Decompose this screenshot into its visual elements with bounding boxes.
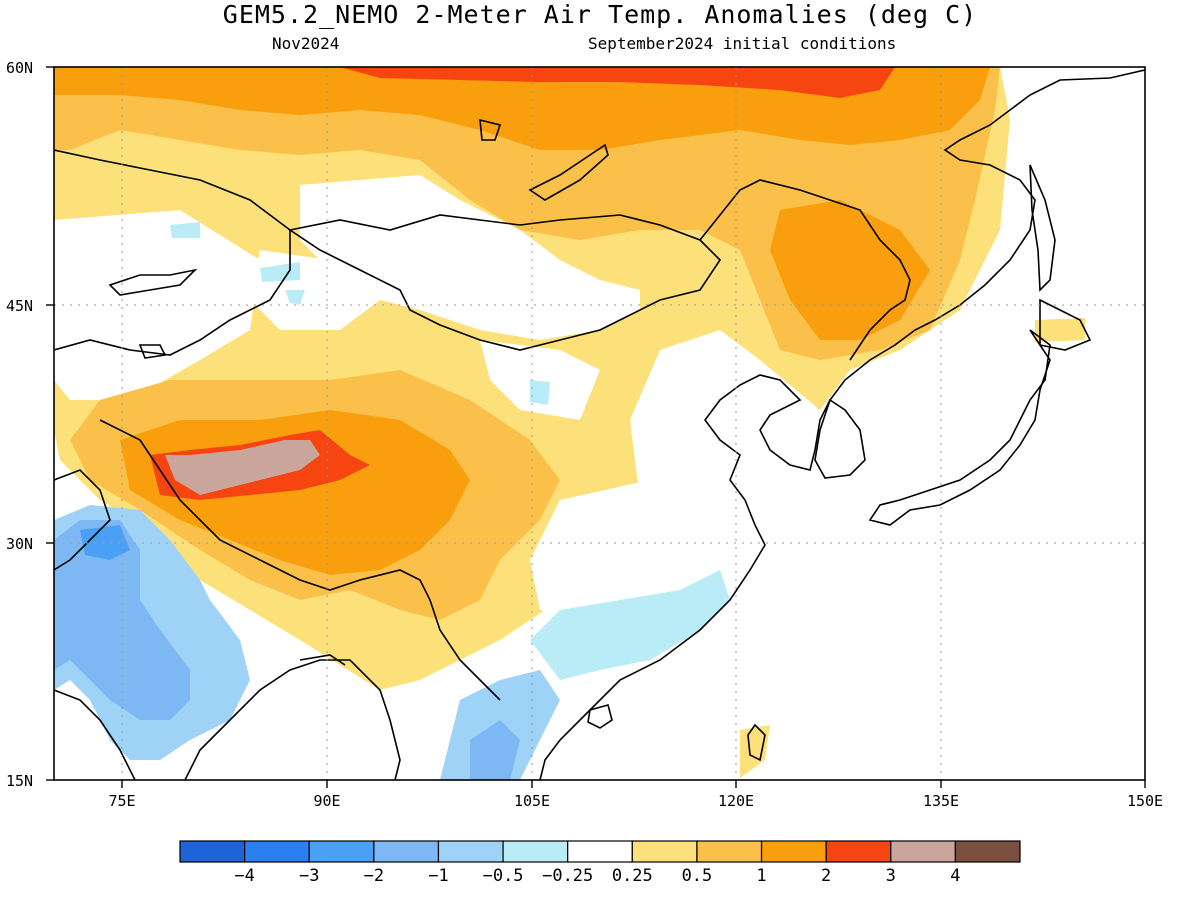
field-cool-indochina-core: [470, 720, 520, 780]
init-conditions-label: September2024 initial conditions: [588, 34, 897, 53]
lon-label: 120E: [718, 792, 754, 810]
colorbar-swatch: [696, 840, 763, 863]
colorbar-label: −1: [428, 866, 448, 886]
lat-label: 30N: [6, 535, 33, 553]
bay-of-bengal-coast: [299, 654, 346, 666]
colorbar-label: −2: [364, 866, 384, 886]
lat-label: 60N: [6, 59, 33, 77]
colorbar-swatch: [825, 840, 892, 863]
lon-label: 105E: [514, 792, 550, 810]
russia-kazakh-border: [54, 149, 291, 231]
field-peak-tibet: [165, 440, 320, 495]
valid-month-label: Nov2024: [272, 34, 340, 53]
aral-lakes: [138, 118, 502, 359]
field-lightorange-north: [54, 67, 1000, 360]
colorbar-label: 2: [821, 866, 831, 886]
india-coastline: [54, 659, 401, 780]
taiwan-coastline: [747, 723, 766, 762]
pakistan-border: [54, 469, 111, 571]
field-white-west: [54, 210, 260, 400]
japan-coastline: [868, 329, 1051, 526]
sakhalin-coastline: [1029, 164, 1056, 292]
colorbar-label: −0.5: [483, 866, 524, 886]
hokkaido-coastline: [1039, 298, 1092, 351]
axis-ticks: [46, 66, 1146, 788]
amur-border: [699, 179, 911, 361]
colorbar-swatch: [373, 840, 440, 863]
map-frame: [53, 66, 1146, 781]
gridlines: [54, 67, 1145, 780]
mongolia-border: [287, 214, 722, 351]
colorbar: −4 −3 −2 −1 −0.5 −0.25 0.25 0.5 1 2 3 4: [179, 840, 1021, 886]
lon-label: 135E: [923, 792, 959, 810]
field-white-central: [480, 340, 600, 420]
lake-baikal: [528, 143, 609, 201]
field-orange-manchuria: [770, 200, 930, 340]
colorbar-swatch: [760, 840, 827, 863]
colorbar-swatch: [890, 840, 956, 863]
colorbar-label: 0.25: [612, 866, 653, 886]
colorbar-swatch: [502, 840, 569, 863]
colorbar-swatch: [567, 840, 633, 863]
korea-coastline: [814, 398, 866, 479]
colorbar-swatch: [437, 840, 504, 863]
lon-label: 90E: [313, 792, 340, 810]
field-white-mongolia: [300, 175, 640, 340]
colorbar-label: −3: [299, 866, 319, 886]
east-asia-coastline: [539, 69, 1145, 780]
lat-label: 15N: [6, 772, 33, 790]
colorbar-label: 3: [886, 866, 896, 886]
colorbar-label: 0.5: [682, 866, 713, 886]
himalaya-border: [99, 419, 501, 701]
colorbar-swatch: [631, 840, 698, 863]
colorbar-label: 1: [756, 866, 766, 886]
field-cool-spots: [170, 222, 550, 405]
colorbar-swatch: [954, 840, 1021, 863]
field-white-south-china: [530, 480, 720, 620]
lake-balkhash: [108, 268, 198, 296]
hainan-coastline: [587, 704, 613, 729]
lat-label: 45N: [6, 297, 33, 315]
field-cool-india-min: [80, 525, 130, 560]
colorbar-label: −4: [234, 866, 254, 886]
field-red-north: [340, 67, 895, 98]
colorbar-swatch: [244, 840, 310, 863]
kazakh-border: [54, 230, 291, 356]
map-title: GEM5.2_NEMO 2-Meter Air Temp. Anomalies …: [222, 0, 978, 29]
colorbar-label: −0.25: [542, 866, 593, 886]
colorbar-swatch: [308, 840, 375, 863]
anomaly-fields: [54, 67, 1145, 780]
lon-label: 150E: [1127, 792, 1163, 810]
coastlines-borders: [54, 69, 1145, 780]
lon-label: 75E: [108, 792, 135, 810]
colorbar-label: 4: [950, 866, 960, 886]
field-cool-south-china: [530, 570, 730, 680]
colorbar-swatch: [179, 840, 246, 863]
